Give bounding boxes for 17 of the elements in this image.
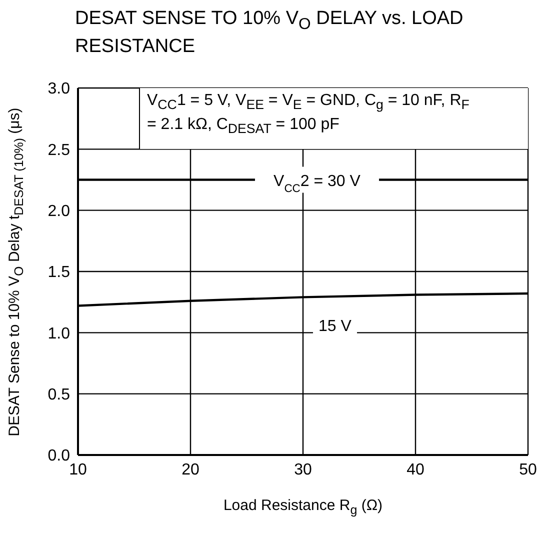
chart-title: DESAT SENSE TO 10% V$_{O}$ DELAY vs. LOAD RESISTANCE — [75, 8, 464, 57]
x-axis-title: Load Resistance R$_{g}$ (Ω) — [222, 497, 384, 517]
x-tick-label: 20 — [182, 461, 200, 478]
y-tick-label: 0.0 — [48, 448, 70, 465]
x-tick-label: 10 — [69, 461, 87, 478]
y-tick-label: 0.5 — [48, 386, 70, 404]
series-label: 15 V — [318, 318, 352, 336]
series-label: V$_{CC}$2 = 30 V — [274, 172, 361, 195]
x-tick-label: 40 — [406, 461, 424, 478]
y-tick-label: 3.0 — [48, 80, 70, 98]
x-tick-label: 50 — [519, 461, 537, 478]
y-tick-label: 2.5 — [48, 142, 70, 159]
x-tick-label: 30 — [294, 461, 312, 478]
y-tick-label: 1.0 — [48, 325, 70, 342]
y-tick-label: 1.5 — [48, 264, 70, 282]
y-tick-label: 2.0 — [48, 203, 70, 220]
text: V$_{CC}$1 = 5 V, V$_{EE}$ = V$_{E}$ = GND, C$_{g}$ = 10 nF, R$_{F}$ = 2.1 kΩ, C$_{DESAT}$ = 100 pF — [147, 92, 470, 136]
